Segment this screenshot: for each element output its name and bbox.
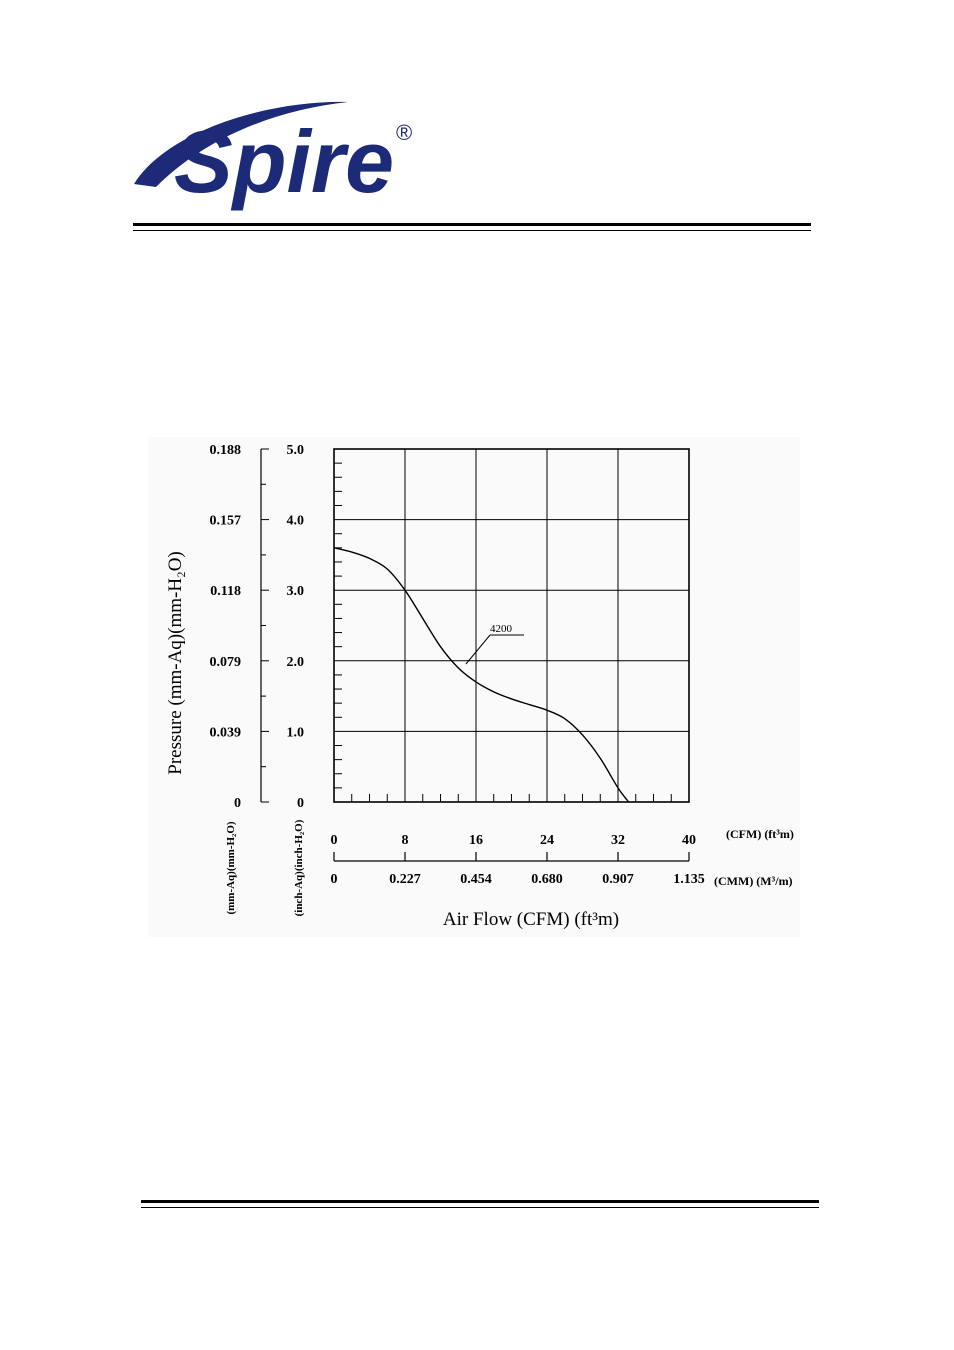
footer-rule <box>141 1200 819 1208</box>
x-tick-label-cfm: 24 <box>540 833 554 848</box>
x-tick-label-cfm: 8 <box>402 833 409 848</box>
y-axis-title: Pressure (mm-Aq)(mm-H₂O) <box>165 551 186 775</box>
x-unit-cmm: (CMM) (M³/m) <box>714 874 793 888</box>
logo-text: Spire <box>174 112 394 211</box>
x-axis-title: Air Flow (CFM) (ft³m) <box>443 909 619 930</box>
y-tick-label-inch: 4.0 <box>287 514 305 529</box>
x-tick-label-cmm: 0.454 <box>460 872 492 887</box>
y-tick-label-inch: 0 <box>297 796 304 811</box>
spire-logo: Spire ® <box>134 101 412 211</box>
annotation-leader <box>465 634 491 665</box>
y-tick-label-mm: 0.157 <box>210 514 242 529</box>
y-tick-label-mm: 0.188 <box>210 443 242 458</box>
y-unit-inch: (inch-Aq)(inch-H₂O) <box>293 819 305 916</box>
x-tick-label-cmm: 0.227 <box>389 872 421 887</box>
logo-swoosh <box>134 101 348 187</box>
y-tick-label-inch: 3.0 <box>287 584 305 599</box>
y-tick-label-inch: 1.0 <box>287 725 305 740</box>
y-unit-mm: (mm-Aq)(mm-H₂O) <box>225 821 237 914</box>
y-tick-label-mm: 0.118 <box>210 584 241 599</box>
y-tick-label-mm: 0 <box>234 796 241 811</box>
x-tick-label-cfm: 32 <box>611 833 625 848</box>
annotation: 4200 <box>465 623 524 665</box>
y-axis-mm-labels: 0 0.039 0.079 0.118 0.157 0.188 <box>210 443 242 811</box>
curves <box>333 547 630 803</box>
y-tick-label-mm: 0.039 <box>210 725 242 740</box>
annotation-label: 4200 <box>490 623 513 635</box>
series-line-4200 <box>333 547 630 803</box>
x-tick-label-cmm: 0 <box>331 872 338 887</box>
y-tick-label-inch: 2.0 <box>287 655 305 670</box>
minor-ticks <box>334 462 672 802</box>
x-tick-label-cfm: 0 <box>331 833 338 848</box>
y-axis-inch-labels: 0 1.0 2.0 3.0 4.0 5.0 <box>287 443 305 811</box>
x-axis-cmm-labels: 0 0.227 0.454 0.680 0.907 1.135 <box>331 872 705 887</box>
y-axis-inch-ticks <box>261 448 269 803</box>
x-tick-label-cfm: 40 <box>682 833 696 848</box>
x-tick-label-cfm: 16 <box>469 833 483 848</box>
grid <box>334 449 689 802</box>
y-tick-label-mm: 0.079 <box>210 655 242 670</box>
x-tick-label-cmm: 1.135 <box>673 872 705 887</box>
x-axis-cmm-ticks <box>333 852 690 861</box>
header-rule <box>133 223 811 231</box>
x-tick-label-cmm: 0.680 <box>531 872 563 887</box>
x-axis-cfm-labels: 0 8 16 24 32 40 <box>331 833 697 848</box>
x-unit-cfm: (CFM) (ft³m) <box>726 827 794 841</box>
chart-background <box>148 437 800 937</box>
plot-frame <box>333 448 690 803</box>
registered-mark: ® <box>396 120 412 145</box>
x-tick-label-cmm: 0.907 <box>602 872 634 887</box>
y-tick-label-inch: 5.0 <box>287 443 305 458</box>
